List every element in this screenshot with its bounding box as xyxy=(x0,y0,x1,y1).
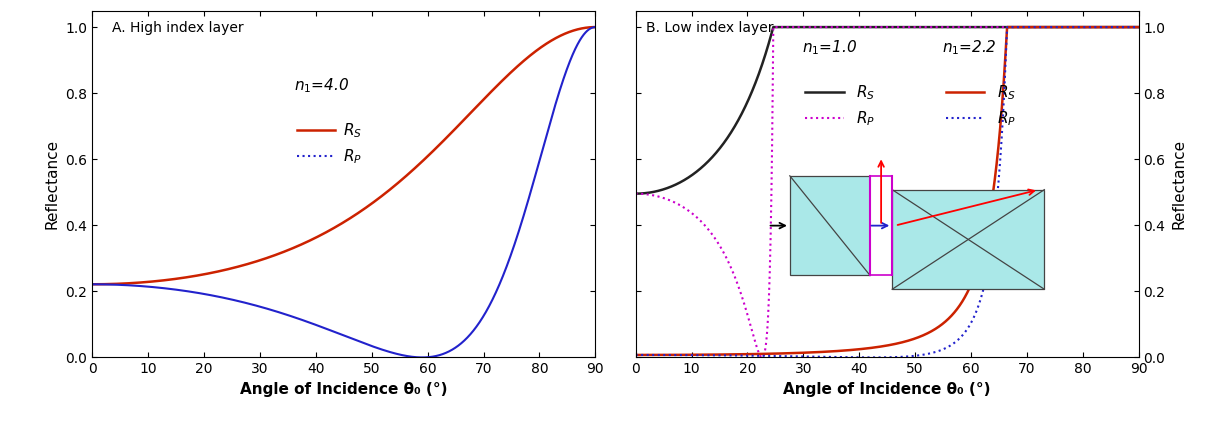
Y-axis label: Reflectance: Reflectance xyxy=(1171,139,1187,229)
Text: A. High index layer: A. High index layer xyxy=(112,21,244,35)
Legend: $R_S$, $R_P$: $R_S$, $R_P$ xyxy=(291,115,368,173)
Text: $n_1$=4.0: $n_1$=4.0 xyxy=(293,77,348,95)
X-axis label: Angle of Incidence θ₀ (°): Angle of Incidence θ₀ (°) xyxy=(783,382,991,397)
Text: $n_1$=2.2: $n_1$=2.2 xyxy=(943,38,997,57)
X-axis label: Angle of Incidence θ₀ (°): Angle of Incidence θ₀ (°) xyxy=(240,382,448,397)
Y-axis label: Reflectance: Reflectance xyxy=(44,139,60,229)
Text: $n_1$=1.0: $n_1$=1.0 xyxy=(801,38,857,57)
Legend: $R_S$, $R_P$: $R_S$, $R_P$ xyxy=(940,77,1022,135)
Text: B. Low index layer: B. Low index layer xyxy=(646,21,773,35)
